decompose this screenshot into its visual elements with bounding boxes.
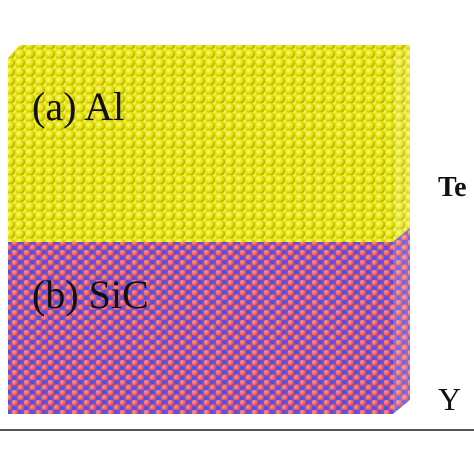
- al-side-face: [393, 45, 410, 242]
- sic-side-face: [393, 228, 410, 414]
- al-top-face: [8, 45, 410, 58]
- sic-front-face: [8, 242, 393, 414]
- al-front-face: [8, 58, 393, 242]
- cropped-label: Te: [438, 172, 467, 203]
- al-label: (a) Al: [32, 84, 124, 129]
- sic-label: (b) SiC: [32, 272, 149, 317]
- axis-label: Y: [438, 381, 461, 417]
- atomic-block: [8, 45, 410, 414]
